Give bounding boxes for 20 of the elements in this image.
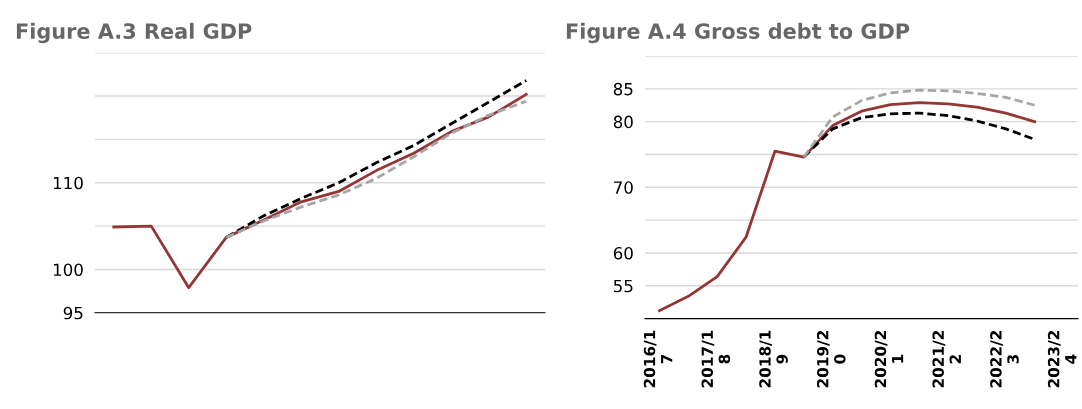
y-tick-label: 110 [53,176,83,190]
line-series [658,101,1037,313]
y-tick-label: 95 [63,306,83,320]
x-tick-label: 2016/17 [643,330,673,388]
chart-title: Figure A.4 Gross debt to GDP [566,22,910,44]
line-series [802,88,1037,159]
x-tick-label: 2023/24 [1047,331,1077,388]
y-tick-label: 70 [614,181,633,194]
y-tick-label: 80 [613,115,633,129]
x-tick-label: 2020/21 [874,331,904,388]
x-tick-label: 2017/18 [701,330,731,388]
x-tick-label: 2019/20 [816,331,846,388]
y-tick-label: 55 [613,279,633,293]
y-tick-label: 60 [613,246,633,260]
y-tick-label: 100 [53,263,83,277]
x-tick-label: 2018/19 [759,330,788,388]
y-tick-label: 85 [613,82,633,96]
x-tick-label: 2021/22 [932,331,961,388]
chart-title: Figure A.3 Real GDP [16,22,252,44]
x-tick-label: 2022/23 [990,331,1019,388]
